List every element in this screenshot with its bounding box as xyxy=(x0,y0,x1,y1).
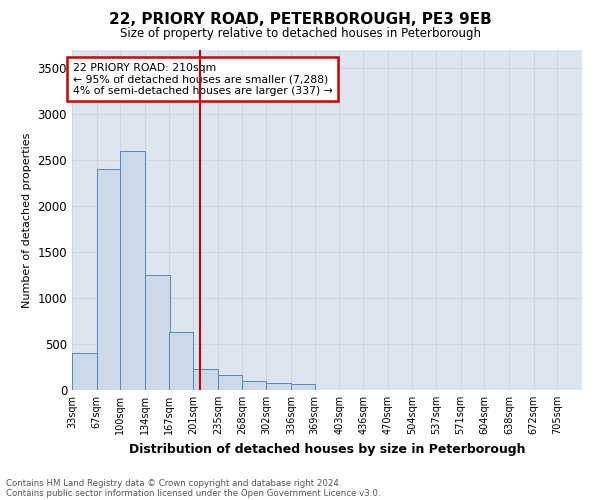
Bar xyxy=(121,151,145,390)
X-axis label: Distribution of detached houses by size in Peterborough: Distribution of detached houses by size … xyxy=(129,442,525,456)
Y-axis label: Number of detached properties: Number of detached properties xyxy=(22,132,32,308)
Text: 22, PRIORY ROAD, PETERBOROUGH, PE3 9EB: 22, PRIORY ROAD, PETERBOROUGH, PE3 9EB xyxy=(109,12,491,28)
Bar xyxy=(97,170,121,390)
Text: 22 PRIORY ROAD: 210sqm
← 95% of detached houses are smaller (7,288)
4% of semi-d: 22 PRIORY ROAD: 210sqm ← 95% of detached… xyxy=(73,63,332,96)
Bar xyxy=(266,382,291,390)
Bar xyxy=(72,353,97,390)
Bar xyxy=(145,275,170,390)
Bar xyxy=(218,376,242,390)
Text: Contains public sector information licensed under the Open Government Licence v3: Contains public sector information licen… xyxy=(6,488,380,498)
Bar xyxy=(193,369,218,390)
Text: Size of property relative to detached houses in Peterborough: Size of property relative to detached ho… xyxy=(119,28,481,40)
Bar xyxy=(242,381,266,390)
Bar xyxy=(291,384,316,390)
Bar xyxy=(169,332,193,390)
Text: Contains HM Land Registry data © Crown copyright and database right 2024.: Contains HM Land Registry data © Crown c… xyxy=(6,478,341,488)
